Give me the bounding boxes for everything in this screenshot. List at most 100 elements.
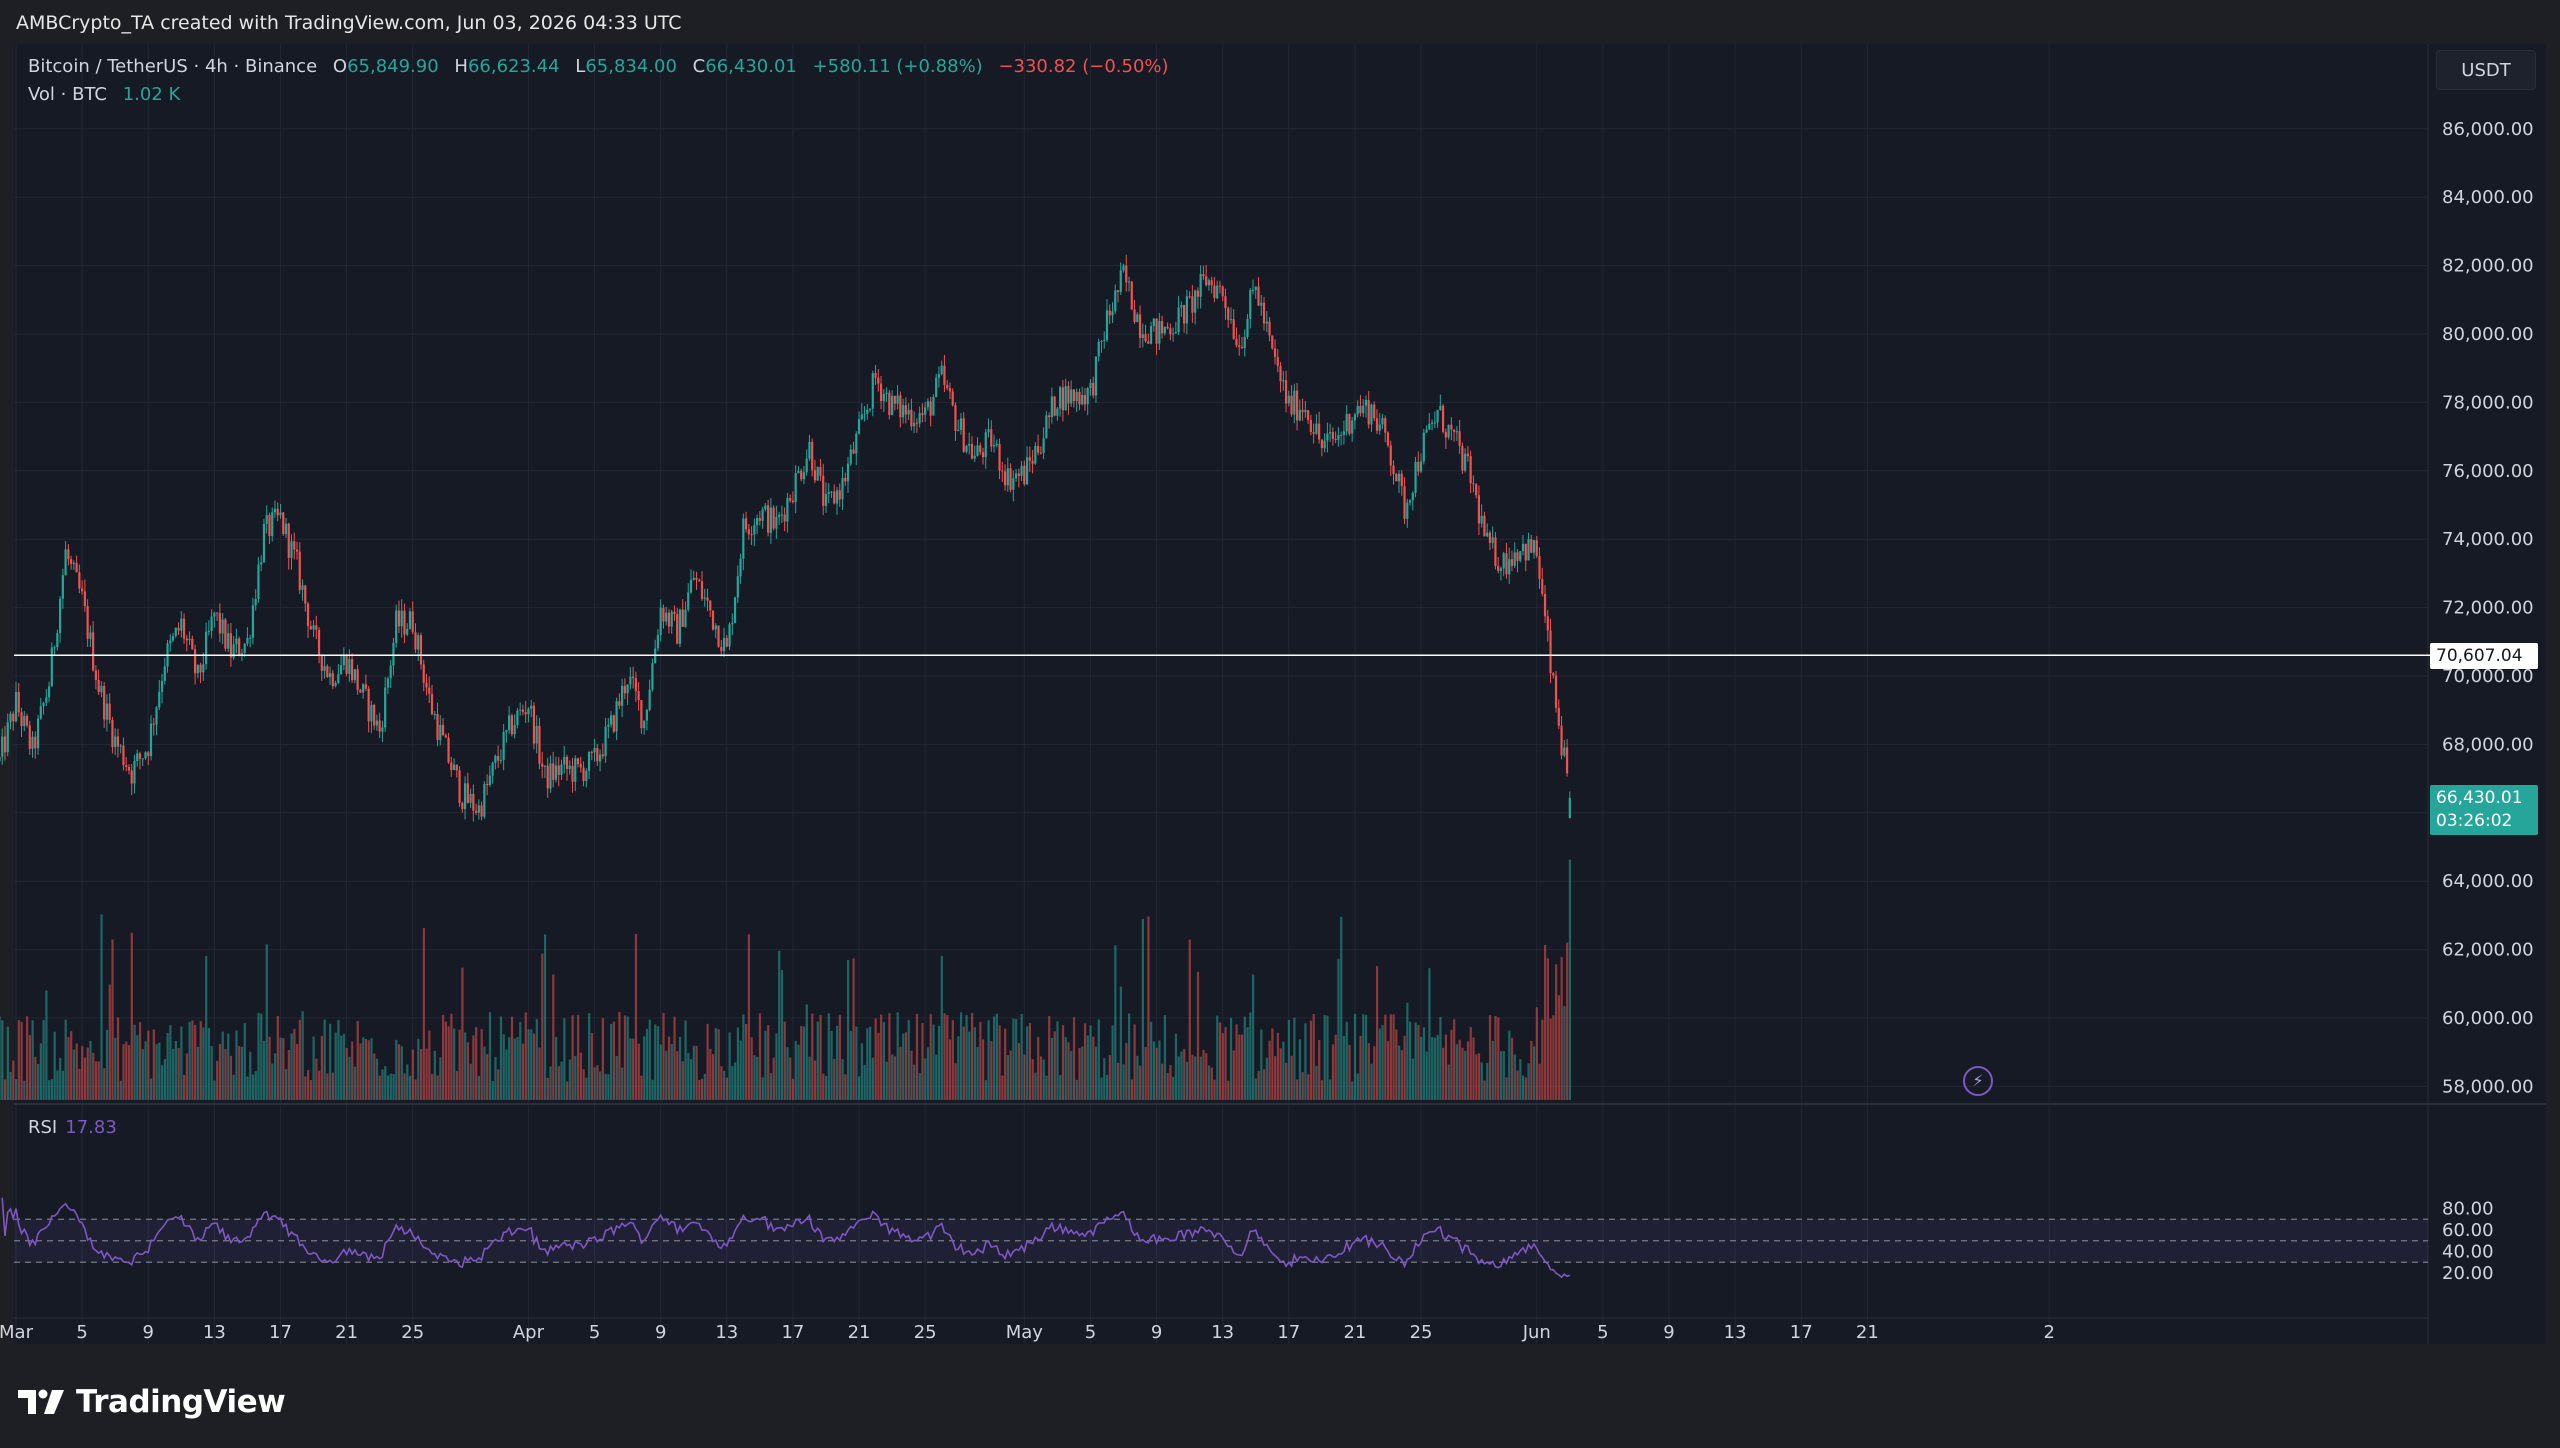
volume-bar — [218, 1043, 222, 1100]
candle-body — [1549, 630, 1552, 674]
volume-bar — [1475, 1054, 1478, 1100]
volume-bar — [1351, 1081, 1354, 1100]
candle-body — [1433, 422, 1436, 424]
rsi-tick-label: 20.00 — [2442, 1263, 2494, 1284]
volume-bar — [105, 1029, 109, 1100]
volume-bar — [924, 1058, 927, 1100]
tradingview-logo[interactable]: TradingView — [18, 1382, 286, 1422]
volume-bar — [1053, 1031, 1056, 1100]
candle-body — [0, 756, 1, 762]
volume-bar — [254, 1071, 257, 1100]
volume-bar — [477, 1075, 481, 1100]
volume-bar — [714, 1028, 717, 1100]
volume-bar — [948, 1039, 952, 1100]
candle-body — [108, 703, 111, 720]
volume-bar — [811, 1013, 814, 1100]
candle-body — [1006, 468, 1009, 486]
candle-body — [152, 723, 155, 725]
volume-bar — [659, 1044, 662, 1100]
lightning-icon[interactable]: ⚡ — [1963, 1066, 1993, 1096]
volume-bar — [1260, 1029, 1263, 1100]
volume-bar — [138, 1022, 142, 1100]
volume-bar — [163, 1059, 166, 1100]
volume-title[interactable]: Vol · BTC — [28, 84, 107, 105]
candle-body — [133, 761, 136, 784]
volume-bar — [882, 1022, 886, 1100]
volume-bar — [899, 1046, 902, 1100]
candle-body — [414, 632, 417, 650]
volume-bar — [411, 1049, 414, 1100]
candle-body — [1510, 559, 1514, 566]
candle-body — [1494, 537, 1497, 566]
volume-bar — [734, 1062, 737, 1100]
volume-bar — [1549, 1018, 1552, 1100]
candle-body — [147, 752, 150, 757]
horizontal-line-price-tag[interactable]: 70,607.04 — [2430, 643, 2538, 669]
candle-body — [1406, 502, 1409, 519]
candle-body — [1216, 285, 1219, 299]
rsi-tick-label: 40.00 — [2442, 1242, 2494, 1263]
volume-bar — [1015, 1018, 1018, 1100]
candle-body — [948, 388, 952, 392]
candle-body — [356, 669, 359, 690]
candle-body — [1455, 431, 1458, 433]
volume-bar — [667, 1036, 671, 1100]
candle-body — [802, 472, 806, 480]
candle-body — [1400, 473, 1403, 487]
currency-button[interactable]: USDT — [2436, 50, 2536, 90]
chart-panel[interactable] — [14, 44, 2546, 1344]
candle-body — [1188, 296, 1191, 298]
symbol-title[interactable]: Bitcoin / TetherUS · 4h · Binance — [28, 56, 318, 77]
volume-bar — [1287, 1020, 1291, 1100]
candle-body — [271, 512, 274, 536]
candle-body — [1348, 413, 1351, 434]
candle-body — [579, 764, 582, 768]
candle-body — [1538, 556, 1541, 579]
volume-bar — [1006, 1054, 1009, 1100]
volume-bar — [1009, 1050, 1012, 1100]
candle-body — [1477, 495, 1481, 524]
volume-bar — [1174, 1033, 1178, 1100]
volume-bar — [1546, 958, 1549, 1100]
candle-body — [899, 395, 902, 418]
candle-body — [1337, 434, 1340, 440]
top-bar: AMBCrypto_TA created with TradingView.co… — [0, 0, 2560, 44]
volume-bar — [1191, 1054, 1194, 1100]
volume-bar — [155, 1044, 158, 1100]
volume-bar — [70, 1031, 73, 1100]
candle-body — [207, 630, 210, 632]
volume-bar — [1436, 1034, 1439, 1100]
volume-bar — [1472, 1037, 1475, 1100]
candle-body — [1103, 339, 1106, 341]
time-tick-label: 17 — [269, 1322, 292, 1343]
rsi-legend[interactable]: RSI 17.83 — [28, 1117, 117, 1138]
volume-bar — [1544, 944, 1547, 1100]
candle-body — [39, 706, 42, 719]
candle-body — [89, 632, 92, 639]
volume-bar — [907, 1020, 910, 1100]
volume-bar — [1158, 1040, 1161, 1100]
volume-bar — [656, 1026, 660, 1100]
volume-bar — [1111, 1025, 1114, 1100]
time-tick-label: 17 — [1790, 1322, 1813, 1343]
candle-body — [1125, 265, 1128, 283]
candle-body — [767, 505, 770, 533]
volume-bar — [728, 1032, 731, 1100]
volume-bar — [855, 1026, 858, 1100]
volume-bar — [1136, 1055, 1139, 1100]
volume-bar — [279, 1037, 282, 1100]
candle-body — [1293, 390, 1296, 415]
candle-body — [1315, 423, 1318, 434]
volume-bar — [61, 1070, 65, 1100]
volume-bar — [1139, 1065, 1142, 1100]
volume-bar — [273, 1053, 277, 1100]
candle-body — [1149, 325, 1153, 344]
volume-bar — [1389, 1014, 1392, 1100]
volume-bar — [1086, 1035, 1089, 1100]
volume-bar — [28, 1035, 31, 1100]
candle-body — [114, 736, 117, 748]
volume-bar — [802, 1026, 806, 1100]
volume-bar — [706, 1023, 709, 1100]
volume-bar — [502, 1034, 505, 1100]
